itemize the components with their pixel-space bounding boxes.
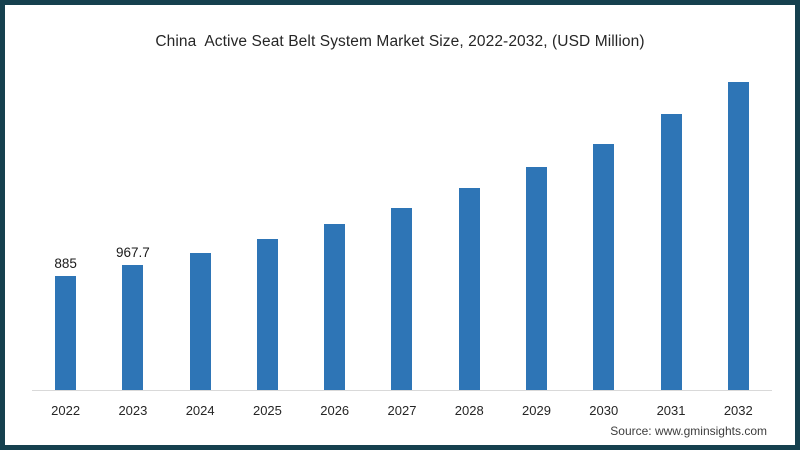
x-tick-2032: 2032 xyxy=(723,403,753,418)
source-attribution: Source: www.gminsights.com xyxy=(610,424,767,438)
bar-value-label-2022: 885 xyxy=(54,255,77,271)
x-tick-2027: 2027 xyxy=(387,403,417,418)
bar-group-2030 xyxy=(570,124,637,390)
x-tick-2029: 2029 xyxy=(522,403,551,418)
x-tick-2025: 2025 xyxy=(252,403,282,418)
bar-2031 xyxy=(660,114,682,390)
bar-group-2026 xyxy=(301,204,368,390)
bar-series: 885 967.7 xyxy=(32,60,772,390)
x-tick-2030: 2030 xyxy=(589,403,619,418)
bar-2028 xyxy=(458,187,480,390)
bar-2032 xyxy=(727,82,749,390)
bar-group-2031 xyxy=(637,94,704,390)
bar-2027 xyxy=(391,208,413,390)
plot-area: 885 967.7 xyxy=(32,60,772,391)
bar-value-label-2023: 967.7 xyxy=(116,244,150,260)
bar-2030 xyxy=(593,143,615,390)
bar-group-2028 xyxy=(436,168,503,390)
bar-group-2023: 967.7 xyxy=(99,245,166,390)
x-axis: 2022 2023 2024 2025 2026 2027 2028 2029 2030 2031… xyxy=(32,403,772,418)
bar-2029 xyxy=(525,166,547,390)
x-tick-2028: 2028 xyxy=(454,403,484,418)
bar-2023 xyxy=(122,264,144,390)
x-tick-2022: 2022 xyxy=(51,403,81,418)
x-tick-2024: 2024 xyxy=(185,403,215,418)
bar-2024 xyxy=(189,252,211,390)
bar-group-2024 xyxy=(167,233,234,390)
chart-title: China Active Seat Belt System Market Siz… xyxy=(155,33,645,50)
bar-group-2027 xyxy=(368,188,435,390)
bar-group-2029 xyxy=(503,147,570,390)
x-tick-2026: 2026 xyxy=(320,403,350,418)
bar-2022 xyxy=(55,275,77,390)
bar-group-2022: 885 xyxy=(32,255,99,390)
bar-2026 xyxy=(324,223,346,390)
x-tick-2031: 2031 xyxy=(656,403,686,418)
bar-group-2032 xyxy=(705,62,772,390)
bar-group-2025 xyxy=(234,219,301,390)
bar-2025 xyxy=(256,239,278,390)
x-tick-2023: 2023 xyxy=(118,403,148,418)
